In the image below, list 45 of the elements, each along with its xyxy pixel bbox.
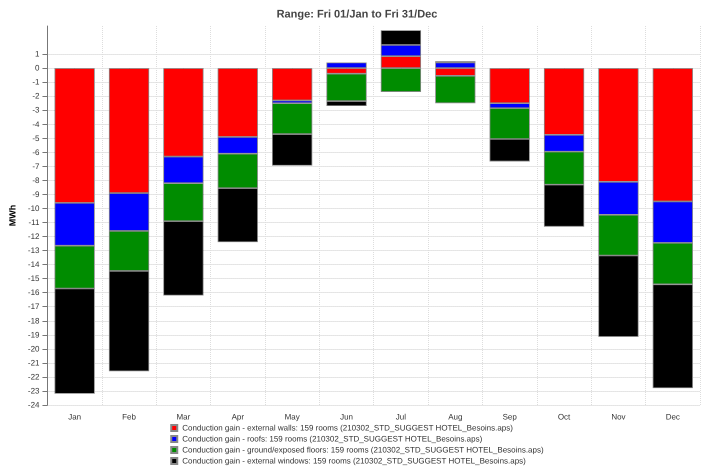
x-tick-label: Jan <box>68 412 82 422</box>
y-tick-label: 1 <box>35 50 40 59</box>
y-tick-label: -24 <box>28 400 40 410</box>
x-tick-label: Oct <box>558 412 572 422</box>
y-tick-label: -22 <box>28 372 40 382</box>
x-tick-label: Nov <box>611 412 626 422</box>
x-tick-label: Feb <box>122 412 136 422</box>
x-tick-label: Apr <box>232 412 244 422</box>
y-tick-label: -21 <box>28 358 40 368</box>
x-tick-label: Jun <box>340 412 353 422</box>
y-tick-label: -5 <box>32 134 40 143</box>
y-tick-label: -13 <box>28 246 40 256</box>
chart-title: Range: Fri 01/Jan to Fri 31/Dec <box>276 8 438 20</box>
y-tick-label: -14 <box>28 260 40 270</box>
x-tick-label: Mar <box>176 412 191 422</box>
x-tick-label: Dec <box>666 412 680 422</box>
x-tick-label: May <box>284 412 300 422</box>
y-tick-label: -1 <box>32 78 40 87</box>
legend-label: Conduction gain - external walls: 159 rooms (210302_STD_SUGGEST HOTEL_Besoins.aps) <box>182 424 514 432</box>
y-tick-label: -23 <box>28 386 40 396</box>
legend-label: Conduction gain - external windows: 159 rooms (210302_STD_SUGGEST HOTEL_Besoins.aps) <box>182 456 526 466</box>
x-tick-label: Aug <box>448 412 462 422</box>
y-tick-label: -3 <box>32 106 40 115</box>
y-tick-label: -8 <box>32 176 40 185</box>
y-tick-label: -4 <box>32 120 40 129</box>
y-tick-label: -19 <box>28 330 40 340</box>
legend-label: Conduction gain - roofs: 159 rooms (210302_STD_SUGGEST HOTEL_Besoins.aps) <box>182 434 483 444</box>
y-tick-label: -17 <box>28 302 40 312</box>
y-tick-label: -7 <box>32 162 40 171</box>
y-tick-label: -10 <box>28 204 40 213</box>
y-axis-title: MWh <box>8 204 18 226</box>
legend-label: Conduction gain - ground/exposed floors: 159 rooms (210302_STD_SUGGEST HOTEL_Besoins.aps) <box>182 446 544 454</box>
y-tick-label: -2 <box>32 92 40 101</box>
y-tick-label: -20 <box>28 344 40 354</box>
y-tick-label: -16 <box>28 288 40 298</box>
y-tick-label: -15 <box>28 274 40 284</box>
bar <box>272 68 312 100</box>
y-tick-label: -11 <box>28 218 40 228</box>
y-tick-label: 0 <box>35 64 40 73</box>
y-tick-label: -18 <box>28 316 40 326</box>
y-tick-label: -6 <box>32 148 40 157</box>
y-tick-label: -12 <box>28 232 40 242</box>
y-tick-label: -9 <box>32 190 40 199</box>
x-tick-label: Sep <box>502 412 518 422</box>
x-tick-label: Jul <box>396 412 406 422</box>
